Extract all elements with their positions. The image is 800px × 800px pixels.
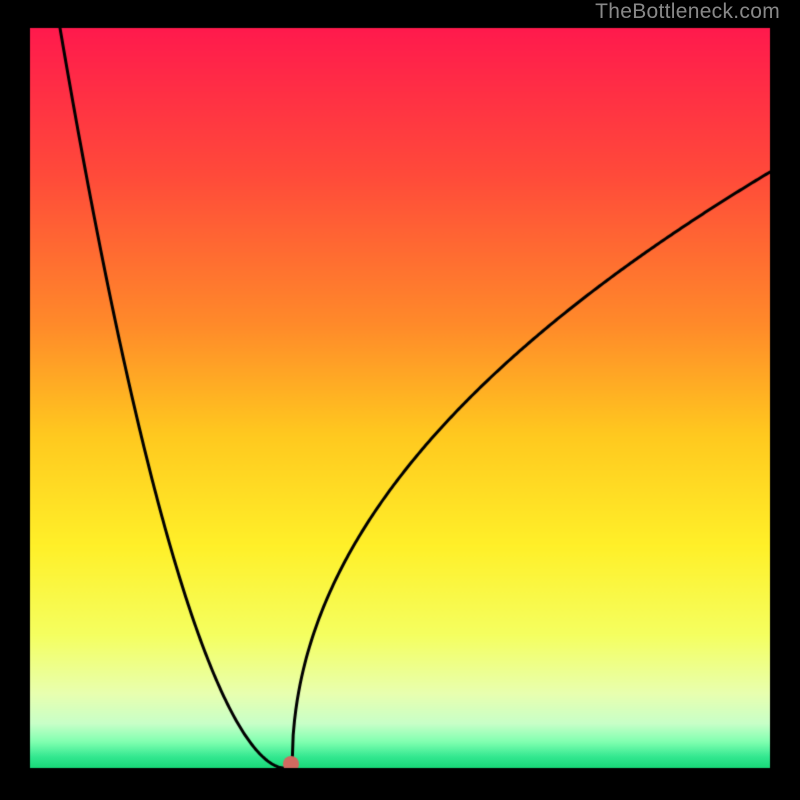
- watermark-label: TheBottleneck.com: [595, 0, 780, 24]
- chart-container: TheBottleneck.com: [0, 0, 800, 800]
- bottleneck-chart-canvas: [0, 0, 800, 800]
